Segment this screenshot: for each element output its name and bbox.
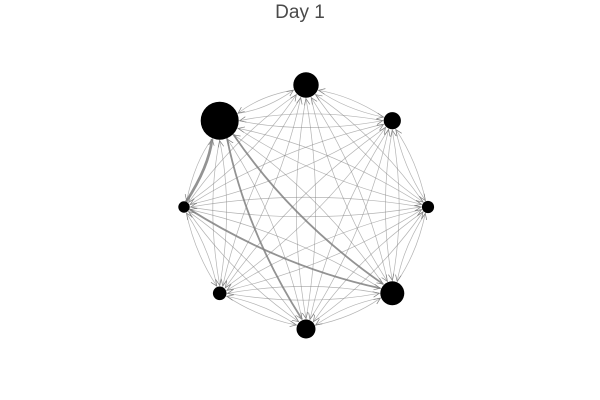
node-n5 <box>212 286 227 301</box>
edge-n2-to-n4 <box>395 128 426 201</box>
edge-n2-to-n3 <box>190 123 385 204</box>
edge-n6-to-n5 <box>228 286 381 293</box>
edge-n6-to-n0 <box>234 135 385 286</box>
edge-n2-to-n1 <box>319 90 385 118</box>
node-n7 <box>296 319 316 339</box>
edge-n6-to-n1 <box>311 98 389 283</box>
node-n6 <box>380 281 405 306</box>
node-n0 <box>200 101 239 140</box>
edge-n5-to-n6 <box>226 293 380 301</box>
edges-layer <box>186 90 426 326</box>
edge-n7-to-n6 <box>314 298 381 326</box>
edge-n4-to-n1 <box>316 95 424 203</box>
edge-n7-to-n0 <box>227 139 303 321</box>
edge-n6-to-n7 <box>316 297 382 325</box>
edge-n1-to-n4 <box>314 93 423 202</box>
edge-n0-to-n4 <box>237 127 421 204</box>
edge-n2-to-n0 <box>240 113 384 121</box>
edge-n2-to-n7 <box>310 128 390 320</box>
edge-n1-to-n6 <box>310 96 387 281</box>
edge-n5-to-n0 <box>220 141 227 287</box>
edge-n3-to-n1 <box>187 95 296 204</box>
edge-n7-to-n5 <box>227 296 298 326</box>
nodes-layer <box>178 72 435 339</box>
edge-n4-to-n0 <box>238 128 423 205</box>
edge-n0-to-n3 <box>187 138 213 201</box>
chart-title: Day 1 <box>275 2 325 23</box>
edge-n6-to-n3 <box>190 210 382 289</box>
edge-n0-to-n5 <box>212 139 220 286</box>
edge-n0-to-n6 <box>232 133 383 285</box>
edge-n7-to-n4 <box>312 212 423 323</box>
edge-n7-to-n2 <box>309 130 389 321</box>
edge-n3-to-n4 <box>189 207 421 218</box>
edge-n1-to-n7 <box>295 97 306 319</box>
node-n1 <box>293 72 319 98</box>
edge-n7-to-n1 <box>306 99 317 320</box>
edge-n5-to-n7 <box>225 295 296 325</box>
edge-n1-to-n3 <box>189 93 298 202</box>
edge-n2-to-n5 <box>225 126 387 288</box>
edge-n3-to-n6 <box>188 208 380 288</box>
node-n4 <box>421 200 435 214</box>
edge-n4-to-n5 <box>227 208 423 290</box>
edge-n2-to-n6 <box>385 129 392 280</box>
edge-n5-to-n1 <box>222 98 300 288</box>
edge-n4-to-n3 <box>191 196 422 207</box>
edge-n4-to-n7 <box>313 211 424 321</box>
edge-n6-to-n2 <box>392 130 400 282</box>
edge-n5-to-n2 <box>224 128 386 289</box>
edge-n3-to-n7 <box>187 210 299 322</box>
edge-n3-to-n2 <box>189 124 383 206</box>
edge-n4-to-n2 <box>396 130 427 202</box>
edge-n5-to-n3 <box>187 213 218 287</box>
edge-n1-to-n0 <box>238 89 295 113</box>
node-n3 <box>178 201 190 213</box>
edge-n0-to-n7 <box>226 138 303 319</box>
edge-n7-to-n3 <box>189 212 300 323</box>
edge-n0-to-n2 <box>238 121 383 128</box>
edge-n4-to-n6 <box>397 212 426 282</box>
edge-n6-to-n4 <box>396 214 426 283</box>
node-n2 <box>383 112 401 130</box>
edge-n3-to-n0 <box>185 139 212 203</box>
